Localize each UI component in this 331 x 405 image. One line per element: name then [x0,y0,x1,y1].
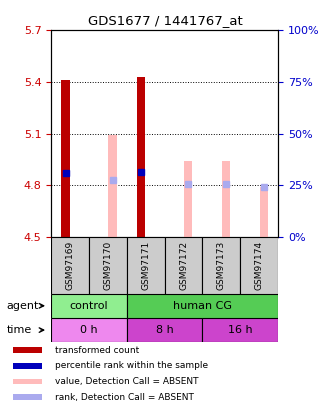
Bar [137,77,145,237]
Text: 0 h: 0 h [80,325,98,335]
FancyBboxPatch shape [203,318,278,342]
Bar [13,394,42,400]
FancyBboxPatch shape [127,318,203,342]
Text: control: control [70,301,109,311]
Bar [184,161,192,237]
Text: value, Detection Call = ABSENT: value, Detection Call = ABSENT [55,377,199,386]
Bar [109,135,117,237]
Text: agent: agent [7,301,39,311]
Bar [62,80,70,237]
Text: human CG: human CG [173,301,232,311]
Bar [13,379,42,384]
Bar [13,347,42,353]
FancyBboxPatch shape [51,318,127,342]
Text: GSM97174: GSM97174 [255,241,264,290]
Text: GSM97172: GSM97172 [179,241,188,290]
Bar [222,161,230,237]
Text: GDS1677 / 1441767_at: GDS1677 / 1441767_at [88,14,243,27]
Text: 16 h: 16 h [228,325,253,335]
Text: 8 h: 8 h [156,325,173,335]
FancyBboxPatch shape [165,237,203,294]
Text: GSM97173: GSM97173 [217,241,226,290]
FancyBboxPatch shape [127,237,165,294]
Text: GSM97171: GSM97171 [141,241,150,290]
FancyBboxPatch shape [51,294,127,318]
Bar [13,363,42,369]
FancyBboxPatch shape [51,237,89,294]
FancyBboxPatch shape [89,237,127,294]
Text: GSM97170: GSM97170 [104,241,113,290]
FancyBboxPatch shape [240,237,278,294]
FancyBboxPatch shape [203,237,240,294]
Text: transformed count: transformed count [55,345,140,354]
Text: GSM97169: GSM97169 [66,241,75,290]
FancyBboxPatch shape [127,294,278,318]
Text: time: time [7,325,32,335]
Text: rank, Detection Call = ABSENT: rank, Detection Call = ABSENT [55,393,194,402]
Text: percentile rank within the sample: percentile rank within the sample [55,361,209,370]
Bar [260,187,268,237]
